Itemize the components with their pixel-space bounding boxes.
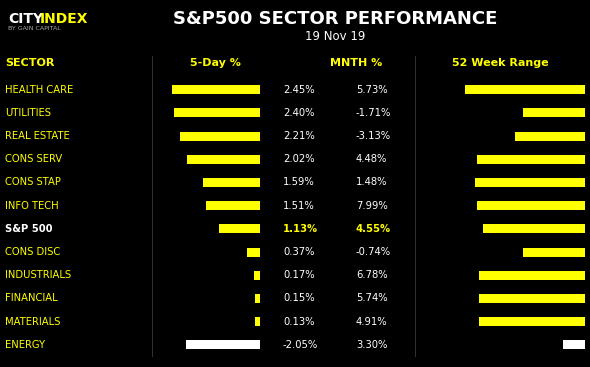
Bar (173, 108, 260, 117)
Text: 52 Week Range: 52 Week Range (452, 58, 548, 68)
Text: 5.73%: 5.73% (356, 85, 388, 95)
Text: 19 Nov 19: 19 Nov 19 (305, 30, 365, 43)
Text: INFO TECH: INFO TECH (5, 201, 58, 211)
Bar (181, 131, 260, 141)
Bar (563, 340, 585, 349)
Bar (474, 178, 585, 187)
Bar (480, 294, 585, 303)
Bar (247, 247, 260, 257)
Bar (203, 178, 260, 187)
Bar (219, 224, 260, 233)
Bar (255, 294, 260, 303)
Bar (480, 317, 585, 326)
Bar (206, 201, 260, 210)
Text: 1.51%: 1.51% (283, 201, 314, 211)
Bar (465, 85, 585, 94)
Text: 2.02%: 2.02% (283, 154, 314, 164)
Bar (186, 340, 260, 349)
Text: BY GAIN CAPITAL: BY GAIN CAPITAL (8, 26, 61, 31)
Text: -0.74%: -0.74% (356, 247, 391, 257)
Text: HEALTH CARE: HEALTH CARE (5, 85, 73, 95)
Text: 4.91%: 4.91% (356, 317, 388, 327)
Text: CONS SERV: CONS SERV (5, 154, 63, 164)
Text: -1.71%: -1.71% (356, 108, 391, 118)
Text: 3.30%: 3.30% (356, 340, 388, 350)
Bar (516, 131, 585, 141)
Text: CITY: CITY (8, 12, 43, 26)
Text: -2.05%: -2.05% (283, 340, 318, 350)
Bar (172, 85, 260, 94)
Text: 1.13%: 1.13% (283, 224, 318, 234)
Text: 2.45%: 2.45% (283, 85, 314, 95)
Text: 1.59%: 1.59% (283, 177, 314, 188)
Text: -3.13%: -3.13% (356, 131, 391, 141)
Text: 0.17%: 0.17% (283, 270, 314, 280)
Text: INDUSTRIALS: INDUSTRIALS (5, 270, 71, 280)
Text: SECTOR: SECTOR (5, 58, 54, 68)
Bar (523, 247, 585, 257)
Text: 0.15%: 0.15% (283, 293, 314, 304)
Text: 2.40%: 2.40% (283, 108, 314, 118)
Text: REAL ESTATE: REAL ESTATE (5, 131, 70, 141)
Bar (254, 271, 260, 280)
Text: ENERGY: ENERGY (5, 340, 45, 350)
Text: 2.21%: 2.21% (283, 131, 314, 141)
Text: MATERIALS: MATERIALS (5, 317, 60, 327)
Text: FINANCIAL: FINANCIAL (5, 293, 58, 304)
Text: MNTH %: MNTH % (330, 58, 382, 68)
Text: 4.55%: 4.55% (356, 224, 391, 234)
Bar (483, 224, 585, 233)
Text: 0.13%: 0.13% (283, 317, 314, 327)
Text: 4.48%: 4.48% (356, 154, 388, 164)
Text: 5-Day %: 5-Day % (189, 58, 241, 68)
Text: UTILITIES: UTILITIES (5, 108, 51, 118)
Text: 0.37%: 0.37% (283, 247, 314, 257)
Bar (477, 201, 585, 210)
Bar (523, 108, 585, 117)
Bar (187, 155, 260, 164)
Bar (480, 271, 585, 280)
Text: 5.74%: 5.74% (356, 293, 388, 304)
Text: CONS DISC: CONS DISC (5, 247, 60, 257)
Text: S&P 500: S&P 500 (5, 224, 53, 234)
Text: CONS STAP: CONS STAP (5, 177, 61, 188)
Bar (477, 155, 585, 164)
Text: 7.99%: 7.99% (356, 201, 388, 211)
Bar (255, 317, 260, 326)
Text: S&P500 SECTOR PERFORMANCE: S&P500 SECTOR PERFORMANCE (173, 10, 497, 28)
Text: 1.48%: 1.48% (356, 177, 388, 188)
Text: INDEX: INDEX (40, 12, 88, 26)
Text: 6.78%: 6.78% (356, 270, 388, 280)
